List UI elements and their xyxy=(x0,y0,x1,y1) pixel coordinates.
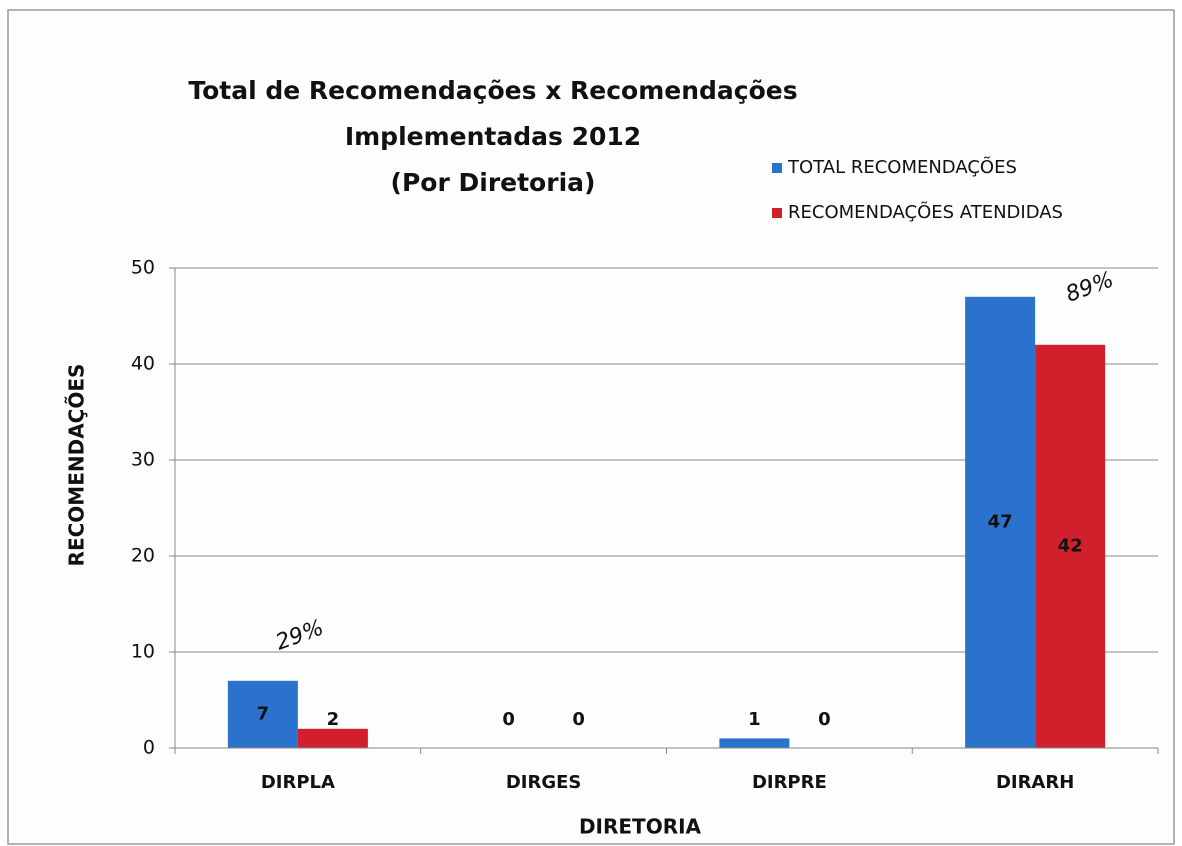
bar xyxy=(965,296,1036,748)
legend-swatch xyxy=(772,208,782,218)
chart-title: Implementadas 2012 xyxy=(345,122,641,151)
data-label: 2 xyxy=(327,709,340,730)
chart-title: (Por Diretoria) xyxy=(391,168,596,197)
x-tick-label: DIRPRE xyxy=(752,772,827,793)
data-label: 0 xyxy=(502,709,515,730)
y-tick-label: 30 xyxy=(131,449,155,471)
bar xyxy=(297,728,368,748)
data-label: 42 xyxy=(1058,535,1083,556)
legend-swatch xyxy=(772,163,782,173)
x-tick-label: DIRARH xyxy=(996,772,1074,793)
data-label: 1 xyxy=(748,709,761,730)
data-label: 0 xyxy=(572,709,585,730)
bar xyxy=(1035,344,1106,748)
chart-title: Total de Recomendações x Recomendações xyxy=(188,76,797,105)
bar xyxy=(719,738,790,748)
legend-label: TOTAL RECOMENDAÇÕES xyxy=(787,156,1017,178)
legend-label: RECOMENDAÇÕES ATENDIDAS xyxy=(788,201,1063,223)
data-label: 0 xyxy=(818,709,831,730)
data-label: 47 xyxy=(988,511,1013,532)
x-tick-label: DIRPLA xyxy=(261,772,335,793)
y-tick-label: 50 xyxy=(131,257,155,279)
data-label: 7 xyxy=(257,703,270,724)
bar xyxy=(227,680,298,748)
y-tick-label: 10 xyxy=(131,641,155,663)
y-tick-label: 20 xyxy=(131,545,155,567)
x-tick-label: DIRGES xyxy=(506,772,582,793)
y-tick-label: 40 xyxy=(131,353,155,375)
y-tick-label: 0 xyxy=(143,737,155,759)
y-axis-title: RECOMENDAÇÕES xyxy=(65,364,89,567)
x-axis-title: DIRETORIA xyxy=(579,815,702,839)
